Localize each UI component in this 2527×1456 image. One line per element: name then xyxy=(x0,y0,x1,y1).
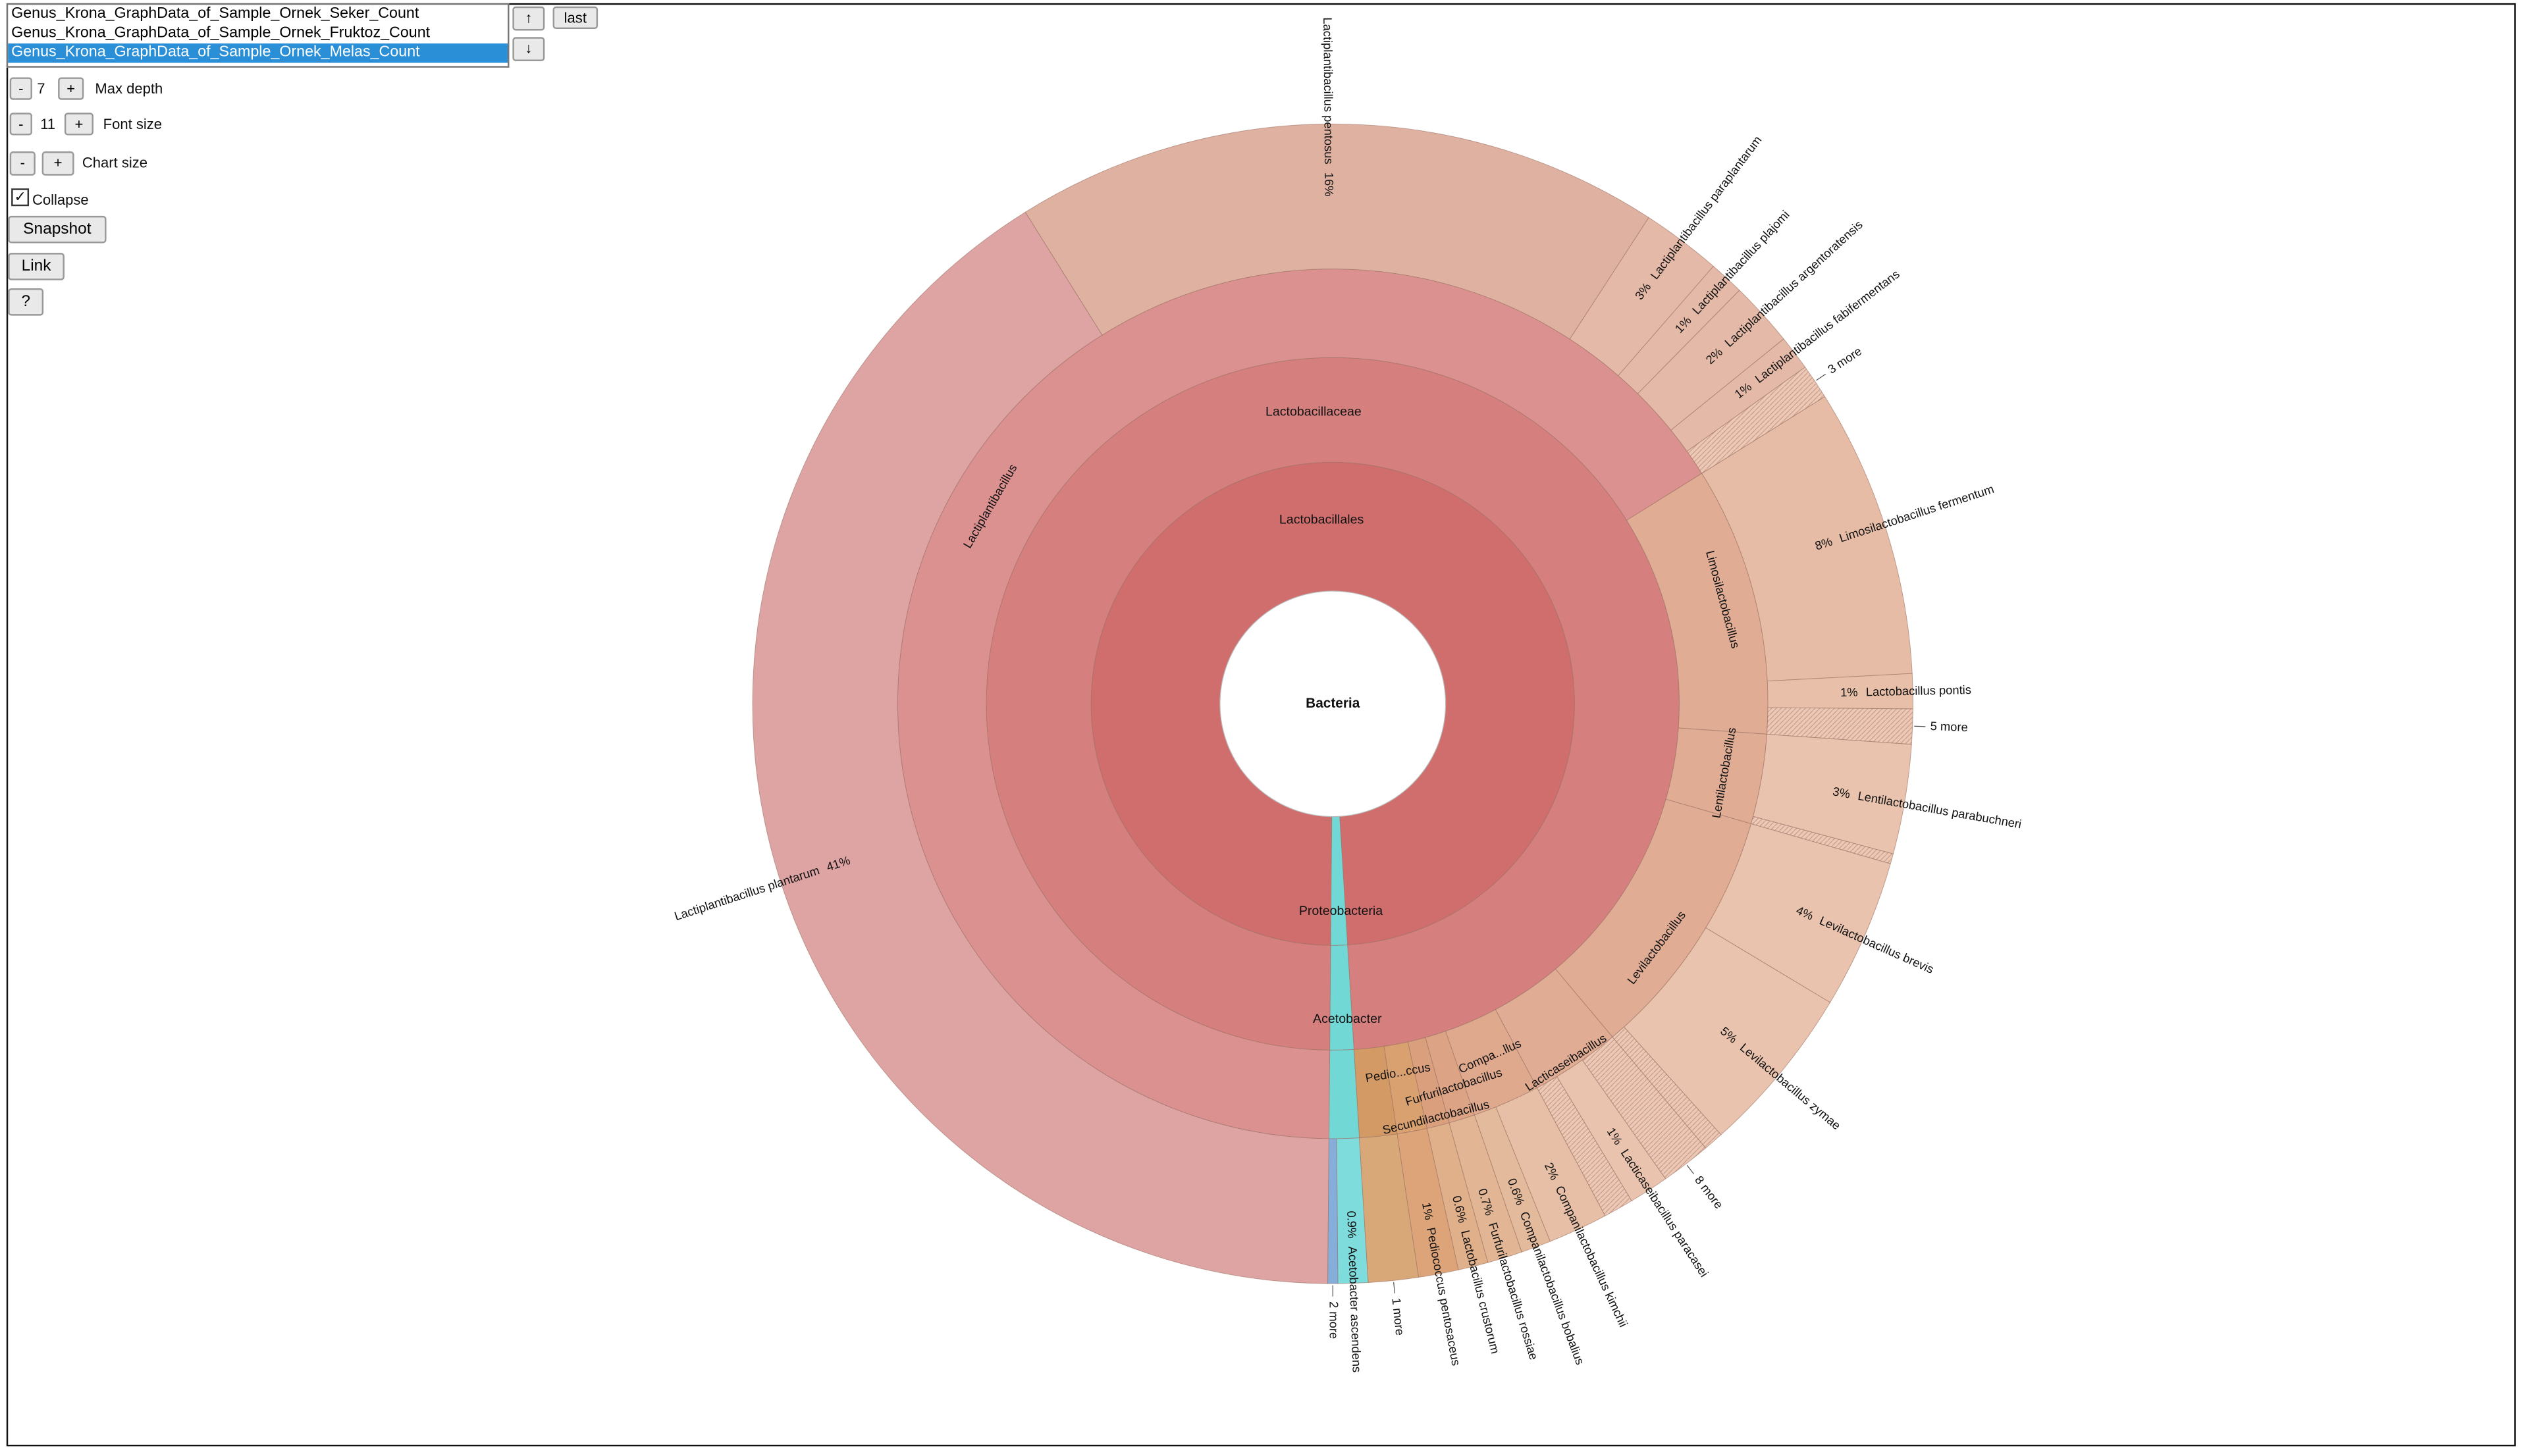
wedge xyxy=(1686,367,1826,474)
species-percent: 3% xyxy=(1832,784,1851,800)
font-size-label: Font size xyxy=(103,116,163,132)
wedge xyxy=(1766,707,1913,745)
collapse-label: Collapse xyxy=(32,192,89,208)
more-label: 1 more xyxy=(1389,1297,1407,1336)
dataset-option[interactable]: Genus_Krona_GraphData_of_Sample_Ornek_Se… xyxy=(11,5,419,23)
font-size-value: 11 xyxy=(40,116,56,132)
minus-button[interactable]: - xyxy=(9,151,36,176)
wedge xyxy=(752,211,1329,1284)
node-label: Lactobacillales xyxy=(1279,513,1364,527)
plus-button[interactable]: + xyxy=(41,151,74,176)
more-label: 2 more xyxy=(1327,1301,1341,1339)
more-label: 5 more xyxy=(1930,719,1968,734)
plus-button[interactable]: + xyxy=(64,113,93,136)
species-name: Lactiplantibacillus argentoratensis xyxy=(1722,217,1865,350)
leader-line xyxy=(1393,1282,1396,1293)
leader-line xyxy=(1914,725,1926,727)
up-button[interactable]: ↑ xyxy=(512,6,545,31)
wedge xyxy=(1612,1026,1722,1149)
node-label: Bacteria xyxy=(1306,696,1360,711)
species-percent: 1% xyxy=(1420,1201,1436,1221)
center-hole xyxy=(1219,590,1447,818)
link-button[interactable]: Link xyxy=(8,253,65,280)
wedge xyxy=(1359,1133,1420,1284)
wedge xyxy=(1328,1049,1360,1139)
species-percent: 0.9% xyxy=(1344,1210,1359,1239)
chart-size-label: Chart size xyxy=(82,154,148,171)
species-label: Lactiplantibacillus pentosus 16% xyxy=(1321,17,1336,196)
max-depth-value: 7 xyxy=(37,80,45,97)
leader-line xyxy=(1686,1164,1695,1175)
species-name: Lactiplantibacillus pentosus xyxy=(1321,17,1336,164)
snapshot-button[interactable]: Snapshot xyxy=(8,215,107,244)
species-label: 1% Lactobacillus pontis xyxy=(1840,683,1971,699)
plus-button[interactable]: + xyxy=(58,77,84,100)
more-label: 3 more xyxy=(1825,344,1864,376)
species-name: Lactobacillus pontis xyxy=(1866,683,1972,698)
down-button[interactable]: ↓ xyxy=(512,37,545,61)
node-label: Proteobacteria xyxy=(1299,904,1383,918)
max-depth-label: Max depth xyxy=(95,80,163,97)
node-label: Acetobacter xyxy=(1313,1012,1382,1026)
help-button[interactable]: ? xyxy=(8,288,44,316)
dataset-option[interactable]: Genus_Krona_GraphData_of_Sample_Ornek_Fr… xyxy=(11,24,431,42)
minus-button[interactable]: - xyxy=(9,77,32,100)
wedge xyxy=(1582,1036,1707,1180)
dataset-list[interactable]: Genus_Krona_GraphData_of_Sample_Ornek_Se… xyxy=(6,3,510,68)
leader-line xyxy=(1816,373,1826,381)
more-label: 8 more xyxy=(1692,1173,1726,1211)
last-button[interactable]: last xyxy=(552,6,598,30)
wedge xyxy=(1536,1076,1632,1216)
wedge xyxy=(1327,1138,1339,1284)
wedge xyxy=(1750,816,1894,864)
minus-button[interactable]: - xyxy=(9,113,32,136)
species-percent: 16% xyxy=(1322,172,1336,197)
species-percent: 1% xyxy=(1840,685,1858,699)
node-label: Lactobacillaceae xyxy=(1265,405,1362,419)
frame xyxy=(6,3,2516,1447)
collapse-checkbox[interactable]: ✓ xyxy=(11,188,30,207)
dataset-option[interactable]: Genus_Krona_GraphData_of_Sample_Ornek_Me… xyxy=(8,43,508,63)
